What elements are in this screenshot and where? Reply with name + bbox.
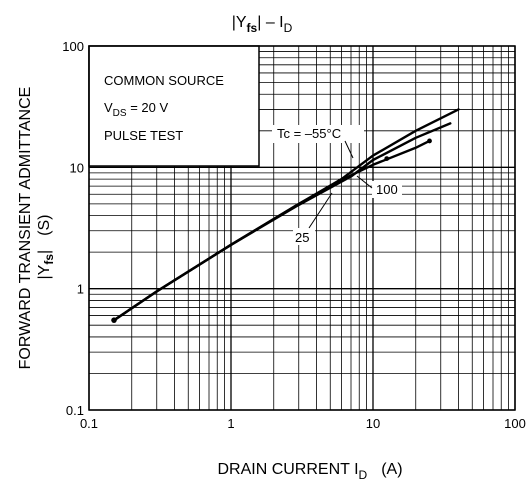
tick-labels: 0.1 1 10 100 0.1 1 10 100: [62, 39, 526, 431]
condition-common-source: COMMON SOURCE: [104, 73, 224, 88]
y-tick-label: 10: [70, 160, 84, 175]
x-tick-label: 0.1: [80, 416, 98, 431]
label-tc-minus55: Tc = –55°C: [277, 126, 341, 141]
x-tick-label: 1: [227, 416, 234, 431]
y-tick-label: 100: [62, 39, 84, 54]
plot-frame: [88, 45, 516, 411]
leader-tc-minus55: [344, 140, 354, 159]
chart-title: |Yfs| – ID: [232, 14, 293, 35]
y-tick-label: 0.1: [66, 403, 84, 418]
annotations: Tc = –55°C 100 25: [272, 125, 402, 245]
leader-100: [356, 175, 373, 189]
y-axis-label: FORWARD TRANSIENT ADMITTANCE: [17, 87, 34, 370]
leader-25: [308, 192, 333, 229]
x-tick-label: 10: [366, 416, 380, 431]
series-start-point: [111, 317, 117, 323]
y-axis-symbol: |Yfs|(S): [36, 215, 56, 280]
y-tick-label: 1: [77, 282, 84, 297]
label-100: 100: [376, 182, 398, 197]
condition-vds: VDS = 20 V: [104, 100, 168, 119]
series-layer: [111, 108, 460, 323]
x-axis-label: DRAIN CURRENT ID (A): [217, 461, 402, 481]
conditions-box: COMMON SOURCE VDS = 20 V PULSE TEST: [88, 45, 260, 167]
series-line-2: [112, 122, 452, 322]
condition-pulse-test: PULSE TEST: [104, 128, 183, 143]
series-marker-point: [427, 138, 432, 144]
x-tick-label: 100: [504, 416, 526, 431]
label-25: 25: [295, 230, 309, 245]
series-marker-point: [384, 156, 390, 162]
